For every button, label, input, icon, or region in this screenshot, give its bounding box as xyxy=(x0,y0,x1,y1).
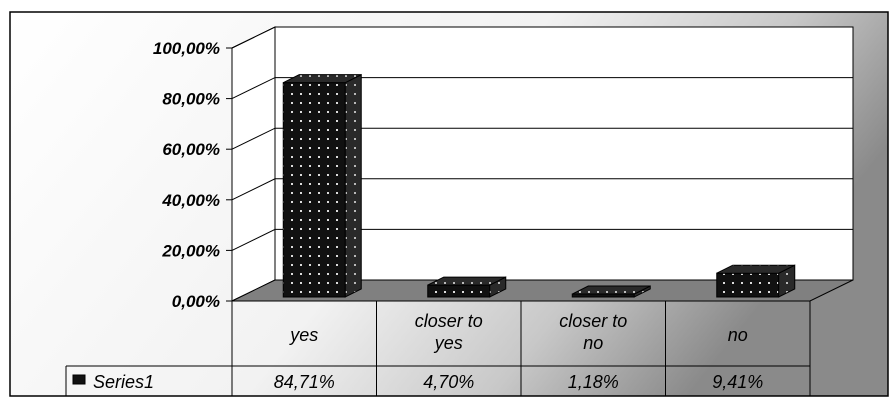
x-category-label: yes xyxy=(433,333,463,353)
gridline xyxy=(231,26,853,49)
bar-closer-to-no xyxy=(571,285,651,298)
side-wall xyxy=(231,26,276,302)
gridlines xyxy=(231,26,853,251)
gridline xyxy=(231,127,853,150)
data-table-value: 9,41% xyxy=(712,372,763,392)
bar-top xyxy=(283,74,362,84)
bar-yes xyxy=(282,73,362,298)
y-tick-label: 0,00% xyxy=(172,292,220,311)
bar-top xyxy=(572,285,651,295)
bar-front xyxy=(282,82,346,298)
bar-closer-to-yes xyxy=(427,276,507,298)
y-tick-label: 100,00% xyxy=(153,39,220,58)
legend-key xyxy=(72,374,86,385)
x-category-label: closer to xyxy=(559,311,627,331)
y-tick-label: 40,00% xyxy=(161,191,220,210)
y-tick-label: 20,00% xyxy=(161,241,220,260)
x-category-label: no xyxy=(728,325,748,345)
x-category-label: no xyxy=(583,333,603,353)
bar-no xyxy=(716,264,796,298)
gridline xyxy=(231,228,853,251)
data-table-value: 1,18% xyxy=(568,372,619,392)
x-category-label: yes xyxy=(288,325,318,345)
data-table-value: 84,71% xyxy=(274,372,335,392)
x-category-label: closer to xyxy=(415,311,483,331)
bar-front xyxy=(427,284,491,298)
gridline xyxy=(231,178,853,201)
bar-top xyxy=(716,264,795,274)
y-axis-ticks: 0,00% 20,00% 40,00% 60,00% 80,00% 100,00% xyxy=(153,39,233,311)
data-table-value: 4,70% xyxy=(423,372,474,392)
gridline xyxy=(231,77,853,100)
y-tick-label: 60,00% xyxy=(162,140,220,159)
bar-side xyxy=(344,73,362,298)
bars xyxy=(282,73,796,298)
plot-floor xyxy=(231,279,854,302)
legend-series-name: Series1 xyxy=(93,372,154,392)
bar-top xyxy=(427,276,506,286)
y-tick-label: 80,00% xyxy=(162,90,220,109)
bar-front xyxy=(716,272,780,298)
